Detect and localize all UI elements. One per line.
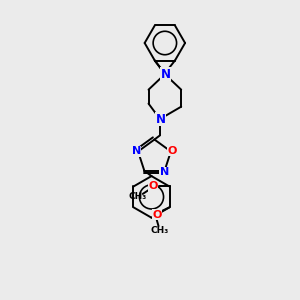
Text: N: N bbox=[156, 112, 166, 125]
Text: CH₃: CH₃ bbox=[129, 192, 147, 201]
Text: CH₃: CH₃ bbox=[150, 226, 169, 235]
Text: O: O bbox=[152, 210, 162, 220]
Text: O: O bbox=[168, 146, 177, 156]
Text: O: O bbox=[148, 182, 158, 191]
Text: N: N bbox=[160, 167, 169, 177]
Text: N: N bbox=[132, 146, 141, 156]
Text: N: N bbox=[160, 68, 170, 81]
